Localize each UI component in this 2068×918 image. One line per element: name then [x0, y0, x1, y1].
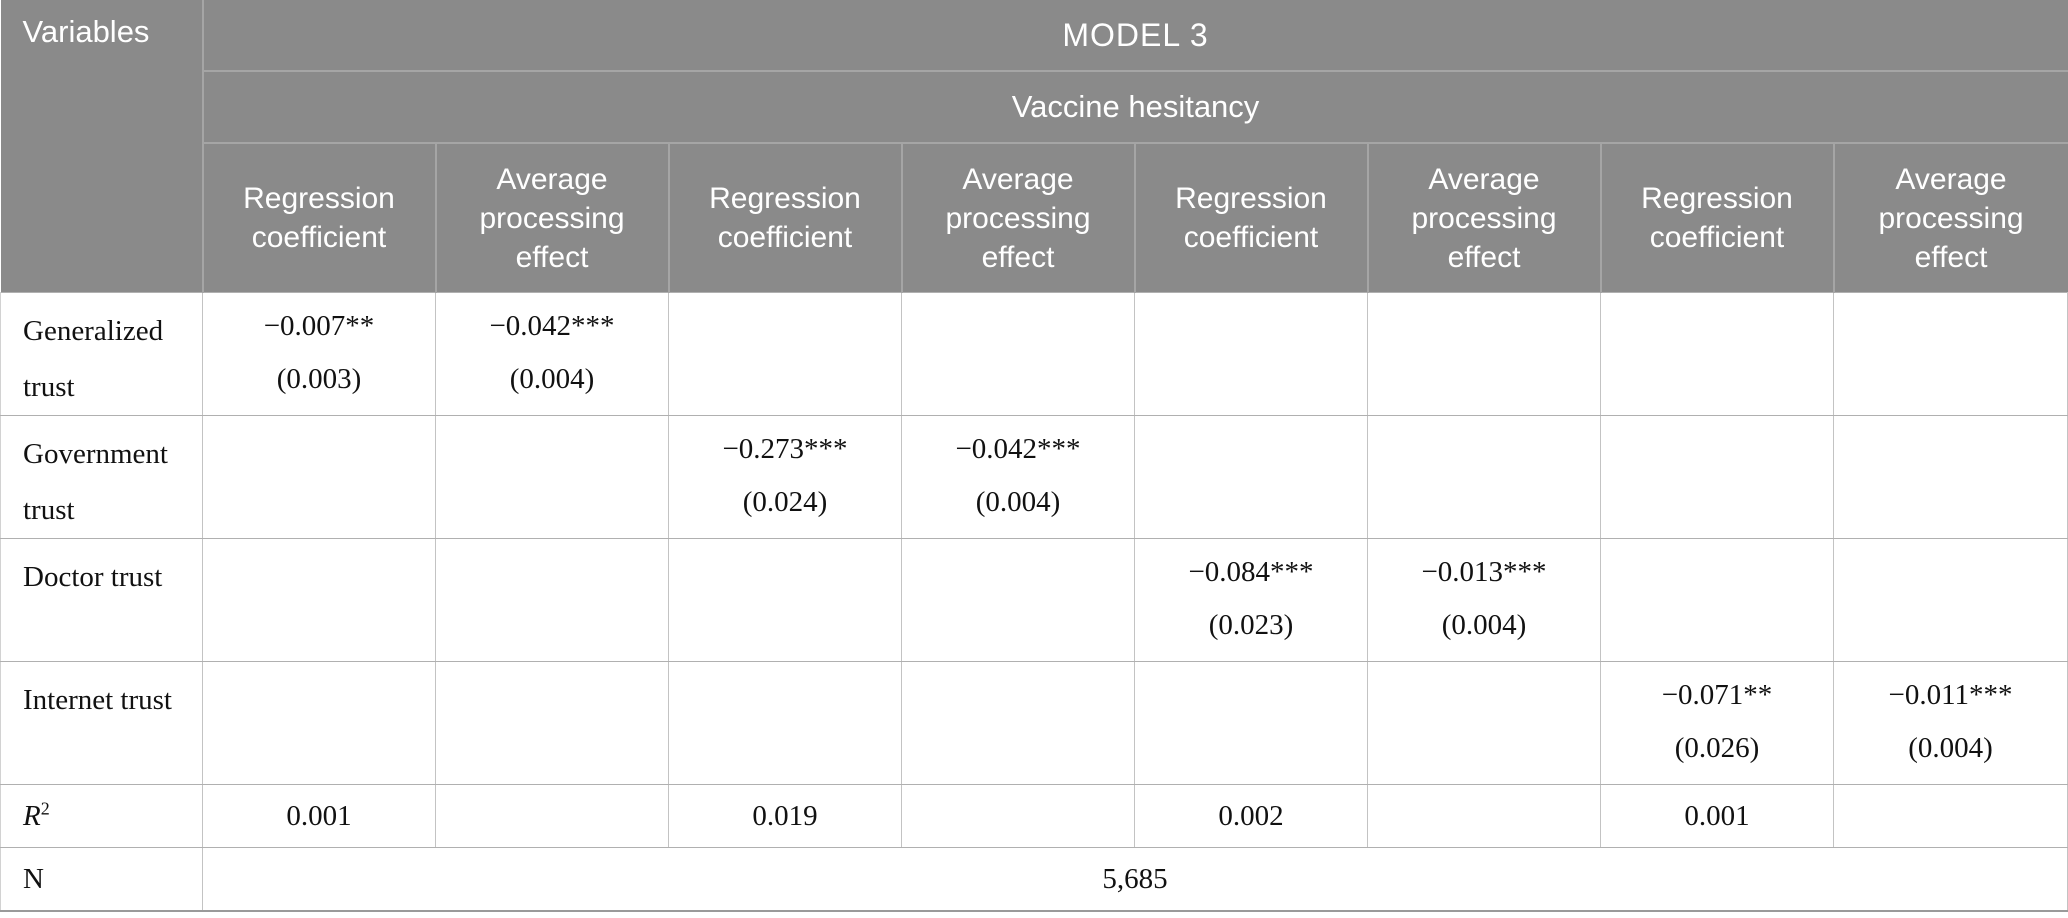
cell-r2stat-c7: [1832, 784, 2068, 848]
cell-r2stat-c2: 0.019: [668, 784, 902, 848]
cell-r2-c1: [435, 538, 669, 662]
cell-r3-c0: [202, 661, 436, 785]
standard-error-value: (0.004): [1441, 609, 1527, 641]
cell-r0-c1: −0.042*** (0.004): [435, 292, 669, 416]
cell-r0-c0: −0.007** (0.003): [202, 292, 436, 416]
cell-r1-c3: −0.042*** (0.004): [901, 415, 1135, 539]
cell-r1-c6: [1600, 415, 1834, 539]
cell-r0-c5: [1367, 292, 1601, 416]
cell-r3-c7: −0.011*** (0.004): [1832, 661, 2068, 785]
table-row-r-squared: R2 0.001 0.019 0.002 0.001: [0, 784, 2068, 848]
standard-error-value: (0.003): [276, 363, 362, 395]
table-row-internet-trust: Internet trust −0.071** (0.026) −0.011***…: [0, 661, 2068, 785]
column-header-2: Regression coefficient: [667, 143, 902, 293]
standard-error-value: (0.004): [975, 486, 1061, 518]
cell-r2-c7: [1832, 538, 2068, 662]
model-header-row: Variables MODEL 3: [0, 0, 2068, 293]
column-header-row: Regression coefficient Average processin…: [1, 143, 2068, 293]
cell-r1-c0: [202, 415, 436, 539]
table-row-government-trust: Government trust −0.273*** (0.024) −0.042…: [0, 415, 2068, 539]
outcome-header-cell: Vaccine hesitancy: [202, 71, 2068, 144]
cell-r2stat-c5: [1367, 784, 1601, 848]
table-row-sample-size: N 5,685: [0, 847, 2068, 912]
outcome-header-row: Vaccine hesitancy: [1, 71, 2068, 144]
cell-r1-c4: [1134, 415, 1368, 539]
table-row-generalized-trust: Generalized trust −0.007** (0.003) −0.042…: [0, 292, 2068, 416]
model-header-cell: MODEL 3: [202, 0, 2068, 72]
sample-size-value: 5,685: [201, 847, 2068, 912]
cell-r0-c4: [1134, 292, 1368, 416]
cell-r2stat-c6: 0.001: [1600, 784, 1834, 848]
cell-r1-c2: −0.273*** (0.024): [668, 415, 902, 539]
cell-r3-c1: [435, 661, 669, 785]
column-header-3: Average processing effect: [900, 143, 1135, 293]
coefficient-value: −0.273***: [722, 433, 848, 465]
column-header-1: Average processing effect: [434, 143, 669, 293]
cell-r1-c5: [1367, 415, 1601, 539]
cell-r2-c2: [668, 538, 902, 662]
column-header-5: Average processing effect: [1366, 143, 1601, 293]
cell-r2stat-c4: 0.002: [1134, 784, 1368, 848]
coefficient-value: −0.042***: [489, 310, 615, 342]
r-squared-exponent: 2: [40, 797, 50, 818]
cell-r2stat-c0: 0.001: [202, 784, 436, 848]
cell-r2-c6: [1600, 538, 1834, 662]
column-header-4: Regression coefficient: [1133, 143, 1368, 293]
cell-r2-c0: [202, 538, 436, 662]
r-squared-symbol: R: [23, 799, 41, 832]
cell-r3-c3: [901, 661, 1135, 785]
column-header-6: Regression coefficient: [1599, 143, 1834, 293]
table-row-doctor-trust: Doctor trust −0.084*** (0.023) −0.013*** (…: [0, 538, 2068, 662]
cell-r2-c3: [901, 538, 1135, 662]
coefficient-value: −0.071**: [1661, 679, 1773, 711]
cell-r0-c6: [1600, 292, 1834, 416]
cell-r3-c4: [1134, 661, 1368, 785]
row-label-generalized-trust: Generalized trust: [0, 292, 203, 416]
standard-error-value: (0.004): [1908, 732, 1993, 764]
cell-r0-c3: [901, 292, 1135, 416]
cell-r1-c7: [1832, 415, 2068, 539]
cell-r2-c4: −0.084*** (0.023): [1134, 538, 1368, 662]
row-label-r-squared: R2: [0, 784, 203, 848]
row-label-government-trust: Government trust: [0, 415, 203, 539]
cell-r2stat-c3: [901, 784, 1135, 848]
cell-r3-c2: [668, 661, 902, 785]
row-label-doctor-trust: Doctor trust: [0, 538, 203, 662]
variables-header-cell: Variables: [0, 0, 204, 293]
column-header-0: Regression coefficient: [202, 143, 436, 293]
coefficient-value: −0.013***: [1421, 556, 1547, 588]
standard-error-value: (0.024): [742, 486, 828, 518]
cell-r3-c6: −0.071** (0.026): [1600, 661, 1834, 785]
coefficient-value: −0.011***: [1888, 679, 2013, 711]
cell-r2stat-c1: [435, 784, 669, 848]
row-label-internet-trust: Internet trust: [0, 661, 203, 785]
column-header-7: Average processing effect: [1832, 143, 2068, 293]
standard-error-value: (0.023): [1208, 609, 1294, 641]
cell-r0-c7: [1832, 292, 2068, 416]
standard-error-value: (0.026): [1674, 732, 1760, 764]
cell-r1-c1: [435, 415, 669, 539]
coefficient-value: −0.042***: [955, 433, 1081, 465]
cell-r3-c5: [1367, 661, 1601, 785]
standard-error-value: (0.004): [509, 363, 595, 395]
row-label-n: N: [0, 847, 203, 912]
coefficient-value: −0.084***: [1188, 556, 1314, 588]
cell-r0-c2: [668, 292, 902, 416]
coefficient-value: −0.007**: [263, 310, 375, 342]
cell-r2-c5: −0.013*** (0.004): [1367, 538, 1601, 662]
